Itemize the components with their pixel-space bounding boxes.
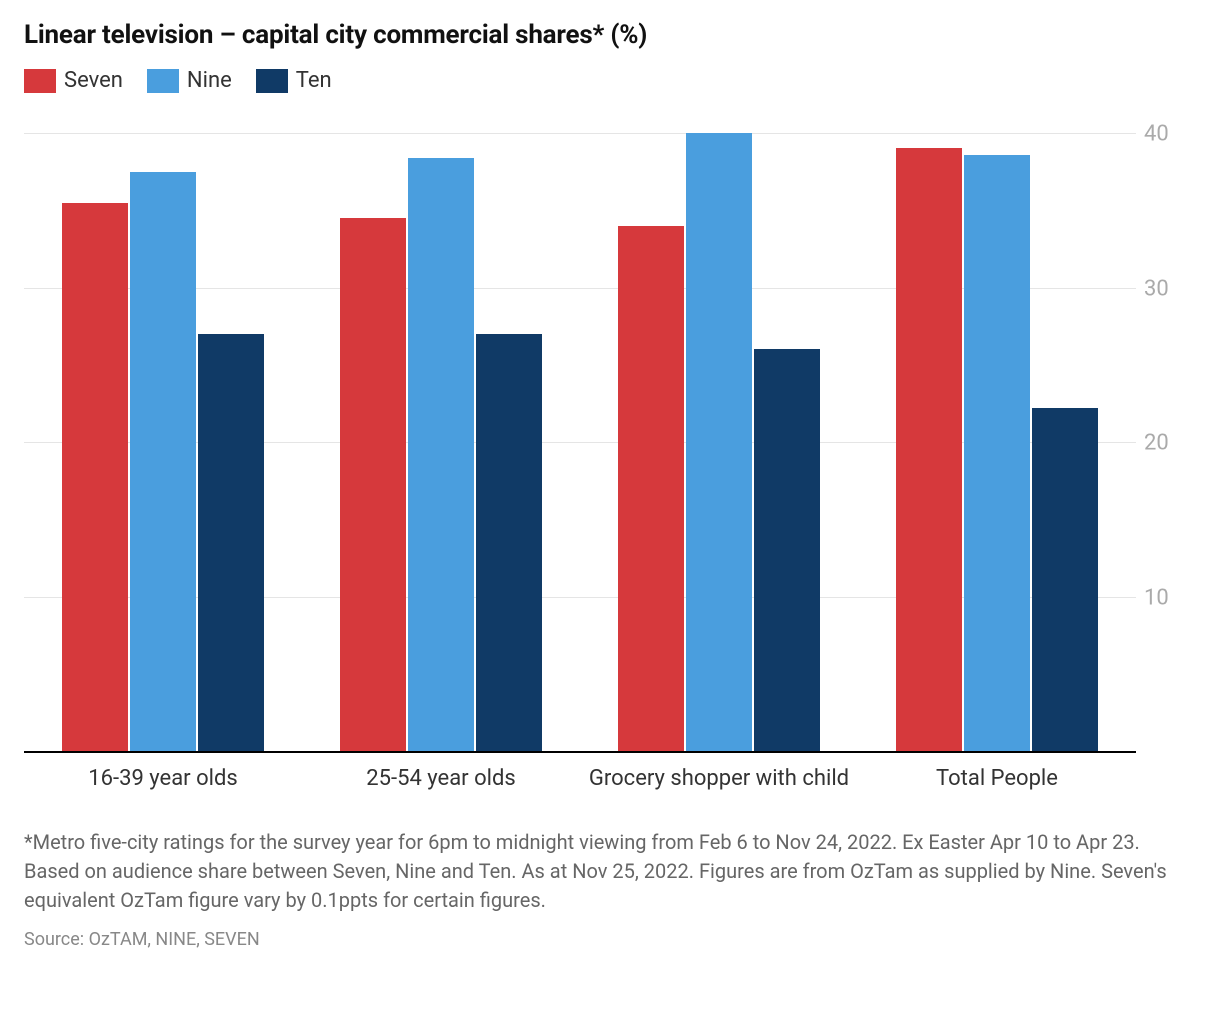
bars-3: [895, 133, 1099, 751]
legend-swatch-seven: [24, 69, 56, 93]
x-label-1: 25-54 year olds: [302, 765, 580, 794]
bar-seven-2: [618, 226, 684, 751]
footnote: *Metro five-city ratings for the survey …: [24, 828, 1196, 915]
legend-label-nine: Nine: [187, 68, 232, 93]
bar-groups: [24, 133, 1136, 751]
chart-title: Linear television – capital city commerc…: [24, 20, 1196, 50]
bar-seven-3: [896, 148, 962, 751]
bar-nine-3: [964, 155, 1030, 751]
bar-ten-1: [476, 334, 542, 751]
legend: Seven Nine Ten: [24, 68, 1196, 93]
legend-item-seven: Seven: [24, 68, 123, 93]
y-tick-10: 10: [1144, 585, 1184, 610]
y-tick-30: 30: [1144, 276, 1184, 301]
y-tick-20: 20: [1144, 431, 1184, 456]
legend-item-ten: Ten: [256, 68, 332, 93]
bars-0: [61, 133, 265, 751]
bar-ten-2: [754, 349, 820, 751]
bar-ten-3: [1032, 408, 1098, 751]
legend-label-seven: Seven: [64, 68, 123, 93]
plot-area: 40 30 20 10: [24, 133, 1136, 753]
group-2: [580, 133, 858, 751]
bar-nine-0: [130, 172, 196, 751]
x-axis-labels: 16-39 year olds 25-54 year olds Grocery …: [24, 765, 1136, 794]
x-label-2: Grocery shopper with child: [580, 765, 858, 794]
bar-ten-0: [198, 334, 264, 751]
bars-1: [339, 133, 543, 751]
bar-nine-2: [686, 133, 752, 751]
legend-label-ten: Ten: [296, 68, 332, 93]
plot: 40 30 20 10: [24, 133, 1196, 794]
legend-swatch-nine: [147, 69, 179, 93]
x-label-3: Total People: [858, 765, 1136, 794]
bar-seven-0: [62, 203, 128, 751]
bar-seven-1: [340, 218, 406, 751]
chart-container: Linear television – capital city commerc…: [0, 0, 1220, 974]
source-line: Source: OzTAM, NINE, SEVEN: [24, 929, 1196, 950]
y-tick-40: 40: [1144, 122, 1184, 147]
x-label-0: 16-39 year olds: [24, 765, 302, 794]
group-0: [24, 133, 302, 751]
group-3: [858, 133, 1136, 751]
bar-nine-1: [408, 158, 474, 751]
bars-2: [617, 133, 821, 751]
legend-swatch-ten: [256, 69, 288, 93]
group-1: [302, 133, 580, 751]
legend-item-nine: Nine: [147, 68, 232, 93]
